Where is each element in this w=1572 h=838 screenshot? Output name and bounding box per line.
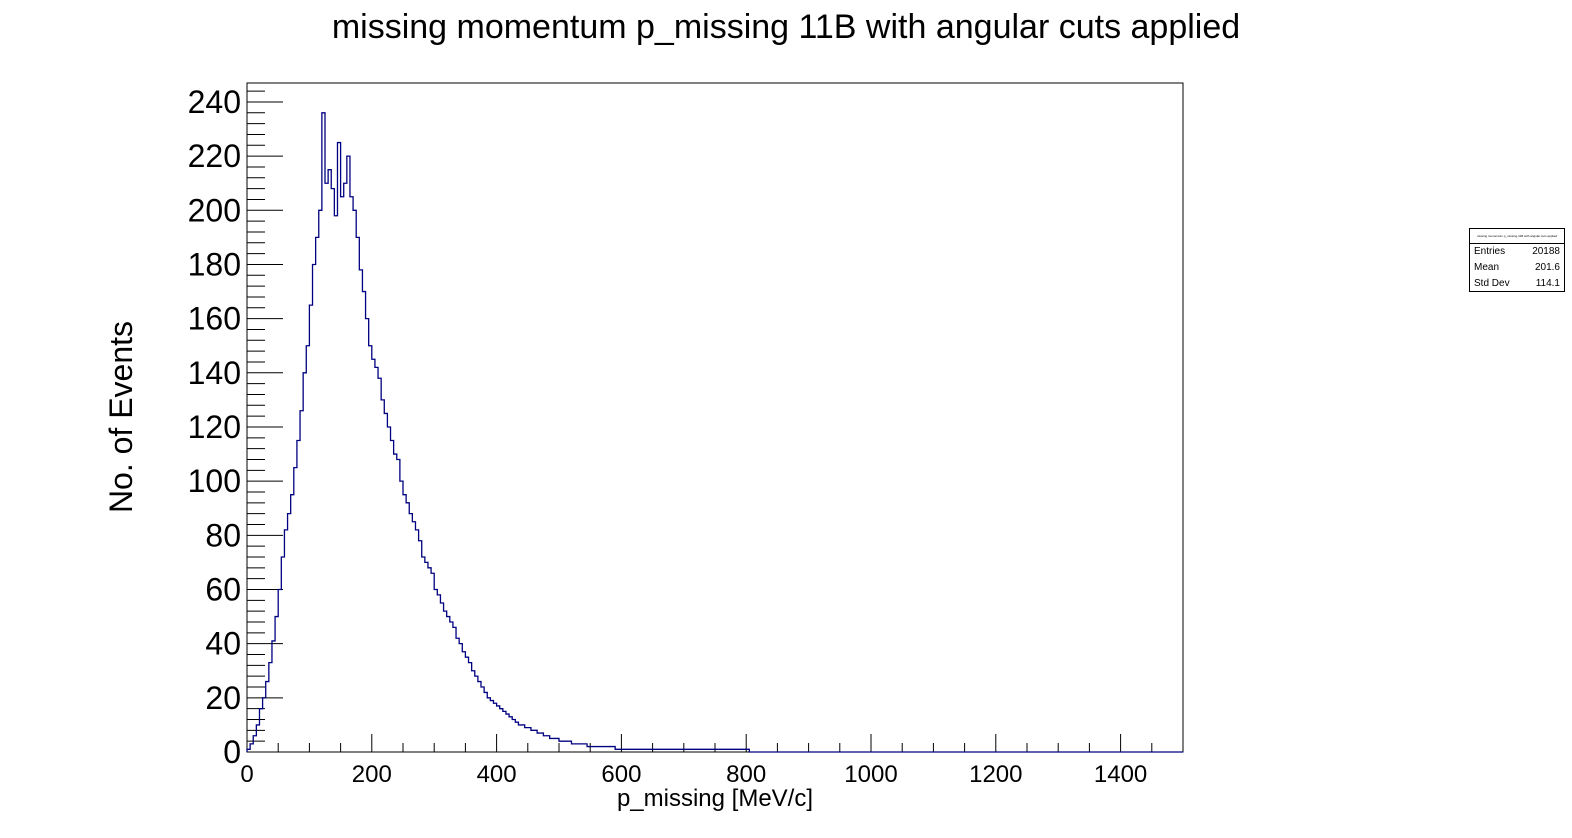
histogram-series-line <box>246 112 1183 753</box>
x-tick-label: 1000 <box>844 761 897 788</box>
y-tick-label: 120 <box>188 409 241 445</box>
stats-mean-value: 201.6 <box>1534 262 1560 273</box>
stats-title: missing momentum p_missing 11B with angu… <box>1470 229 1564 244</box>
y-tick-label: 220 <box>188 138 241 174</box>
y-tick-label: 80 <box>205 517 241 553</box>
x-axis-ticks: 0 200 400 600 800 1000 1200 1400 <box>240 734 1184 788</box>
y-tick-label: 60 <box>205 571 241 607</box>
stats-entries-value: 20188 <box>1532 246 1560 257</box>
y-tick-label: 140 <box>188 355 241 391</box>
x-tick-label: 200 <box>352 761 392 788</box>
x-tick-label: 0 <box>240 761 253 788</box>
stats-box: missing momentum p_missing 11B with angu… <box>1469 228 1565 292</box>
y-tick-label: 0 <box>223 734 241 770</box>
stats-stddev-value: 114.1 <box>1535 278 1560 289</box>
y-tick-label: 200 <box>188 192 241 228</box>
y-tick-label: 40 <box>205 626 241 662</box>
y-axis-label: No. of Events <box>103 321 139 513</box>
y-tick-label: 160 <box>188 301 241 337</box>
stats-stddev-label: Std Dev <box>1474 278 1510 289</box>
stats-row-mean: Mean 201.6 <box>1470 260 1564 276</box>
stats-entries-label: Entries <box>1474 246 1506 257</box>
stats-row-entries: Entries 20188 <box>1470 244 1564 260</box>
x-tick-label: 1200 <box>969 761 1022 788</box>
x-tick-label: 600 <box>601 761 641 788</box>
x-tick-label: 1400 <box>1094 761 1147 788</box>
x-axis-label: p_missing [MeV/c] <box>617 785 813 812</box>
x-tick-label: 400 <box>477 761 517 788</box>
y-tick-label: 100 <box>188 463 241 499</box>
x-tick-label: 800 <box>726 761 766 788</box>
y-tick-label: 20 <box>205 680 241 716</box>
y-tick-label: 180 <box>188 246 241 282</box>
y-tick-label: 240 <box>188 84 241 120</box>
stats-mean-label: Mean <box>1474 262 1500 273</box>
chart-title: missing momentum p_missing 11B with angu… <box>332 8 1240 46</box>
y-axis-ticks: 0 20 40 60 80 100 120 140 160 180 200 220 240 <box>188 84 283 770</box>
stats-row-stddev: Std Dev 114.1 <box>1470 276 1564 292</box>
